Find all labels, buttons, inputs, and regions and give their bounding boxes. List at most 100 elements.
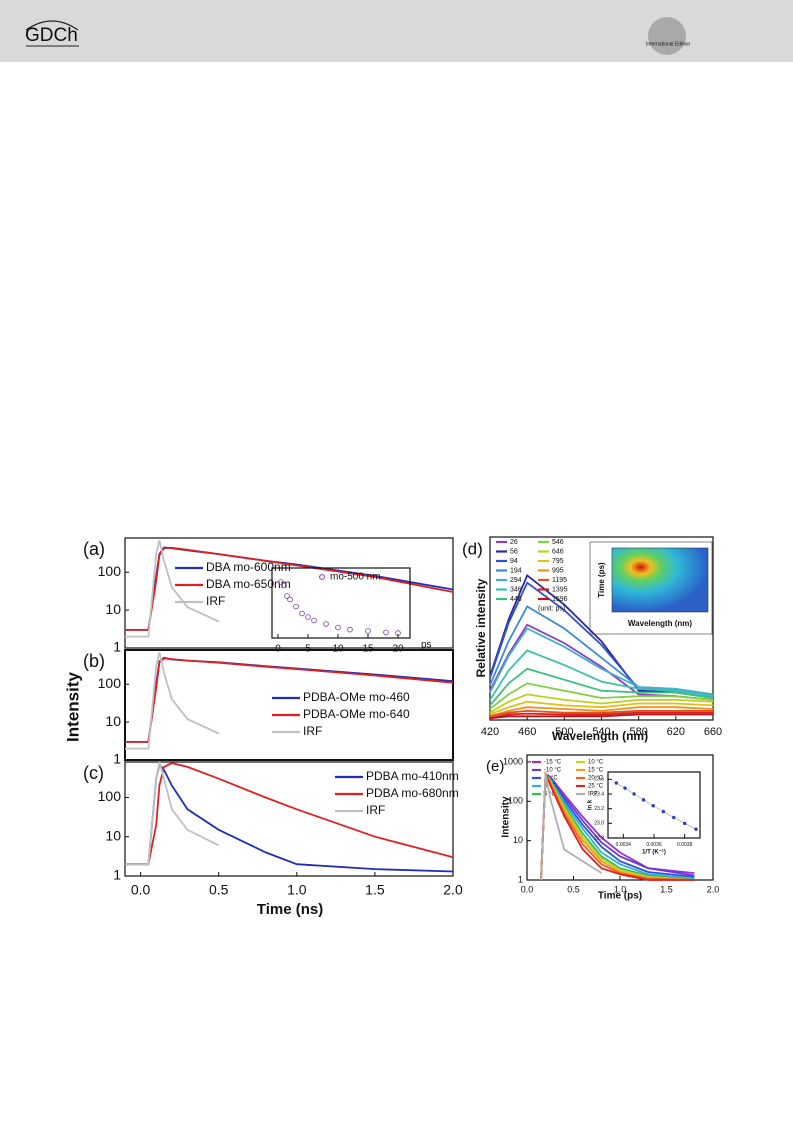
y-tick-label: 10 xyxy=(105,713,121,729)
y-axis-label: ln k xyxy=(588,799,594,810)
y-tick-label: 23.6 xyxy=(594,777,604,783)
y-tick-label: 100 xyxy=(98,788,122,804)
x-tick-label: 1.5 xyxy=(365,881,385,897)
panel-label: (d) xyxy=(462,539,483,558)
legend-label: mo-500 nm xyxy=(330,572,381,583)
logo: GDCh xyxy=(25,25,78,46)
data-point xyxy=(293,603,299,610)
x-tick-label: 500 xyxy=(555,726,573,738)
legend-label: PDBA mo-680nm xyxy=(366,786,459,800)
x-axis-label: Wavelength (nm) xyxy=(628,619,692,628)
legend-label: 1195 xyxy=(552,577,567,584)
x-tick-label: 460 xyxy=(518,726,536,738)
x-axis-label: Time (ns) xyxy=(257,901,323,918)
legend-label: 446 xyxy=(510,596,522,603)
legend-label: IRF xyxy=(303,724,322,738)
plot-frame xyxy=(124,761,454,877)
y-tick-label: 1 xyxy=(113,867,121,883)
panel-label: (e) xyxy=(486,758,504,775)
plot-frame xyxy=(124,537,454,649)
y-axis-label: Intensity xyxy=(63,672,82,742)
data-point xyxy=(281,582,287,589)
legend-label: -10 °C xyxy=(544,768,562,774)
legend-label: DBA mo-600nm xyxy=(206,560,291,574)
x-tick-label: 540 xyxy=(592,726,610,738)
data-point xyxy=(383,629,389,636)
series-line xyxy=(125,657,454,743)
data-point xyxy=(305,614,311,620)
legend-label: PDBA-OMe mo-460 xyxy=(303,690,410,704)
legend-label: -15 °C xyxy=(544,760,562,766)
legend-label: 15 °C xyxy=(588,768,604,774)
data-point xyxy=(672,815,676,820)
data-point xyxy=(335,624,341,631)
data-point xyxy=(651,804,655,808)
legend-note: (unit: ps) xyxy=(538,605,565,612)
legend-label: 546 xyxy=(552,539,564,546)
x-tick-label: 580 xyxy=(629,726,647,738)
legend-label: IRF xyxy=(206,594,225,608)
series-line xyxy=(489,713,713,720)
edition: International Edition xyxy=(646,41,690,47)
x-tick-label: 1.5 xyxy=(660,884,673,894)
series-line xyxy=(489,700,714,716)
x-axis-label: Wavelength (nm) xyxy=(552,729,648,743)
series-line xyxy=(489,627,714,696)
y-tick-label: 10 xyxy=(105,601,121,617)
legend-label: DBA mo-650nm xyxy=(206,577,291,591)
series-line xyxy=(540,770,695,881)
x-tick-label: 0.0038 xyxy=(677,842,693,848)
series-line xyxy=(540,773,695,881)
series-line xyxy=(489,693,714,714)
edition-badge xyxy=(648,17,686,55)
x-tick-label: 420 xyxy=(481,726,499,738)
legend-label: 294 xyxy=(510,577,522,584)
series-line xyxy=(125,651,220,750)
y-tick-label: 23.4 xyxy=(594,791,604,797)
legend-label: 646 xyxy=(552,548,564,555)
y-tick-label: 23.2 xyxy=(594,806,604,812)
panel-label: (a) xyxy=(83,539,105,559)
y-tick-label: 10 xyxy=(105,827,121,843)
x-tick-label: 1.0 xyxy=(287,881,307,897)
series-line xyxy=(540,773,602,881)
legend-label: 346 xyxy=(510,586,522,593)
data-point xyxy=(365,628,371,634)
y-tick-label: 1 xyxy=(518,874,523,884)
data-point xyxy=(694,827,698,831)
data-point xyxy=(614,781,618,785)
legend-label: IRF xyxy=(366,803,385,817)
data-point xyxy=(278,579,284,585)
series-line xyxy=(540,771,695,881)
legend-label: PDBA-OMe mo-640 xyxy=(303,707,410,721)
data-point xyxy=(347,626,353,633)
series-line xyxy=(540,771,695,881)
y-tick-label: 10 xyxy=(513,835,523,845)
panel-label: (b) xyxy=(83,651,105,671)
x-tick-label: 0.0 xyxy=(131,881,151,897)
data-point xyxy=(311,617,317,624)
legend-label: -5 °C xyxy=(544,776,558,782)
x-tick-label: 0.0034 xyxy=(616,842,632,848)
x-tick-label: 0.0 xyxy=(521,884,534,894)
heatmap xyxy=(611,547,709,613)
x-tick-label: 2.0 xyxy=(443,881,463,897)
y-tick-label: 22.8 xyxy=(594,835,604,841)
x-unit: ps xyxy=(421,640,432,651)
x-tick-label: 660 xyxy=(704,726,722,738)
y-tick-label: 1000 xyxy=(503,756,523,766)
series-line xyxy=(489,667,714,706)
legend-label: IRF xyxy=(588,792,598,798)
series-line xyxy=(489,682,714,710)
series-line xyxy=(489,649,714,701)
x-tick-label: 0.0036 xyxy=(646,842,662,848)
y-tick-label: 100 xyxy=(98,563,122,579)
data-point xyxy=(284,593,290,599)
data-point xyxy=(395,630,401,636)
y-tick-label: 1 xyxy=(113,751,121,767)
data-point xyxy=(623,786,627,790)
series-line xyxy=(540,773,695,881)
plot-frame xyxy=(124,649,454,761)
series-line xyxy=(540,771,695,881)
logo-arc xyxy=(25,20,79,31)
